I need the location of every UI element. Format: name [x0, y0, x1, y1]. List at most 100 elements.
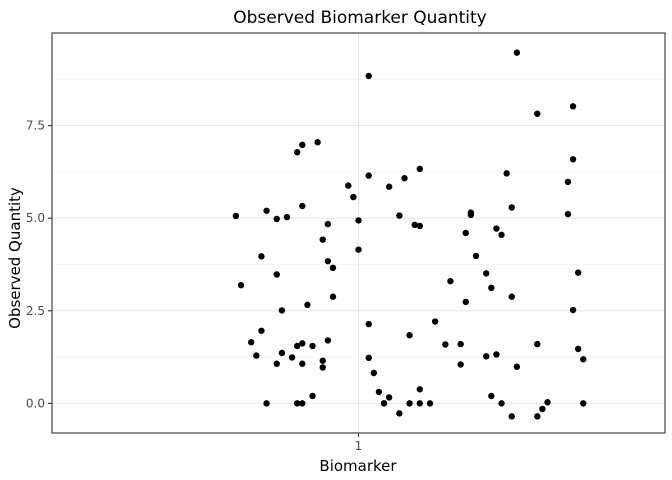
data-point — [365, 320, 372, 328]
chart-title: Observed Biomarker Quantity — [233, 8, 487, 28]
data-point — [580, 356, 587, 363]
data-point — [309, 342, 316, 350]
data-point — [493, 225, 500, 232]
y-tick-label: 7.5 — [26, 119, 45, 133]
data-point — [375, 388, 383, 396]
data-point — [564, 178, 572, 186]
data-point — [508, 413, 515, 420]
data-point — [574, 269, 582, 276]
data-point — [365, 72, 372, 80]
data-point — [329, 293, 337, 300]
data-point — [401, 174, 408, 182]
data-point — [483, 270, 490, 277]
data-point — [493, 351, 500, 358]
data-point — [569, 103, 577, 110]
data-point — [258, 253, 265, 260]
data-point — [299, 141, 306, 149]
data-point — [237, 282, 245, 289]
data-point — [508, 293, 515, 300]
data-point — [457, 340, 464, 348]
data-point — [248, 339, 255, 346]
data-point — [462, 298, 469, 306]
data-point — [580, 400, 587, 407]
data-point — [294, 400, 301, 407]
x-axis-title: Biomarker — [319, 457, 397, 475]
data-point — [365, 172, 372, 179]
data-point — [447, 277, 454, 285]
data-point — [503, 170, 510, 177]
data-point — [385, 394, 393, 401]
data-point — [350, 193, 357, 201]
data-point — [329, 264, 337, 272]
data-point — [263, 400, 270, 407]
data-point — [273, 215, 280, 223]
data-point — [263, 207, 270, 214]
data-point — [370, 369, 378, 377]
y-tick-label: 2.5 — [26, 304, 45, 318]
data-point — [416, 400, 423, 407]
data-point — [273, 360, 280, 367]
data-point — [385, 183, 393, 190]
data-point — [258, 327, 265, 334]
data-point — [299, 202, 306, 210]
data-point — [304, 301, 311, 309]
data-point — [564, 210, 572, 218]
data-point — [539, 405, 546, 413]
data-point — [396, 212, 403, 219]
data-point — [299, 360, 306, 367]
y-axis-title: Observed Quantity — [6, 187, 24, 329]
data-point — [278, 307, 286, 314]
data-point — [431, 318, 439, 325]
data-point — [324, 220, 332, 228]
data-point — [534, 340, 541, 348]
data-point — [462, 229, 469, 237]
data-point — [396, 410, 403, 417]
data-point — [411, 221, 418, 229]
data-point — [345, 182, 352, 189]
data-point — [319, 364, 326, 371]
data-point — [569, 306, 577, 314]
y-tick-label: 0.0 — [26, 396, 45, 410]
data-point — [278, 349, 286, 357]
data-point — [416, 165, 423, 173]
data-point — [355, 246, 362, 253]
data-point — [406, 332, 413, 339]
data-point — [416, 386, 423, 393]
data-point — [232, 212, 240, 220]
data-point — [283, 213, 291, 221]
data-point — [253, 352, 260, 359]
y-tick-label: 5.0 — [26, 211, 45, 225]
data-point — [426, 400, 434, 407]
data-point — [498, 231, 505, 239]
data-point — [457, 361, 464, 368]
data-point — [534, 110, 541, 117]
data-point — [299, 400, 306, 407]
data-point — [467, 209, 475, 216]
data-point — [416, 222, 423, 230]
data-point — [534, 413, 541, 420]
data-point — [574, 345, 582, 353]
data-point — [513, 49, 521, 56]
data-point — [319, 357, 326, 364]
data-point — [309, 392, 316, 400]
data-point — [324, 337, 332, 344]
data-point — [299, 340, 306, 347]
data-point — [273, 271, 280, 278]
plot-panel: 0.0 2.5 5.0 7.5 1 — [26, 32, 666, 453]
data-point — [294, 342, 301, 350]
data-point — [319, 236, 326, 243]
data-point — [406, 400, 413, 407]
data-point — [355, 217, 362, 224]
data-point — [365, 354, 372, 362]
data-point — [472, 252, 480, 260]
data-point — [380, 400, 388, 407]
data-point — [442, 341, 449, 348]
data-point — [544, 399, 551, 406]
data-point — [513, 363, 521, 370]
data-point — [488, 284, 495, 292]
data-point — [508, 204, 515, 211]
data-point — [483, 353, 490, 360]
data-point — [488, 392, 495, 400]
data-point — [498, 400, 505, 407]
